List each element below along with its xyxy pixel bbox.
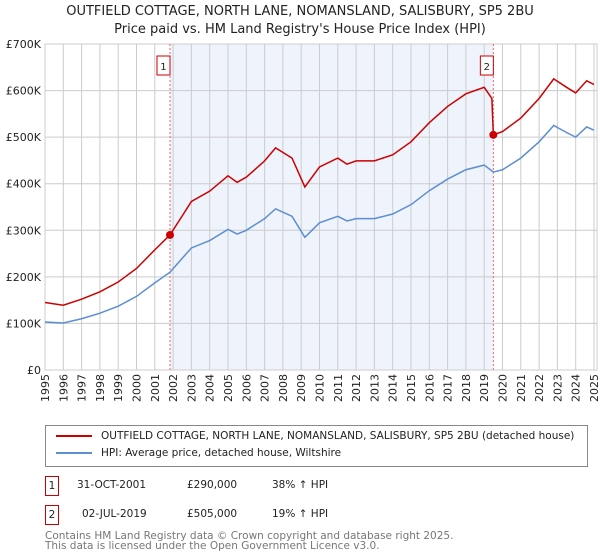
x-tick-label: 2002 <box>167 374 180 402</box>
x-tick-label: 2012 <box>350 374 363 402</box>
sale-point <box>489 130 498 139</box>
footer: Contains HM Land Registry data © Crown c… <box>45 530 454 552</box>
sale-marker-box <box>479 55 494 76</box>
x-tick-label: 2024 <box>570 374 583 402</box>
sale-hpi-diff: 19% ↑ HPI <box>272 508 329 520</box>
x-tick-label: 2005 <box>222 374 235 402</box>
y-tick-label: £100K <box>6 317 42 330</box>
legend-label-property: OUTFIELD COTTAGE, NORTH LANE, NOMANSLAND… <box>101 430 575 442</box>
sale-date: 02-JUL-2019 <box>82 508 147 520</box>
sale-number: 2 <box>45 505 59 525</box>
x-tick-label: 2025 <box>588 374 600 402</box>
x-tick-label: 2023 <box>551 374 564 402</box>
footer-copyright: Contains HM Land Registry data © Crown c… <box>45 530 454 542</box>
x-tick-label: 2011 <box>332 374 345 402</box>
sale-price: £505,000 <box>187 508 238 520</box>
sale-row: 2 02-JUL-2019 £505,000 19% ↑ HPI <box>45 505 600 525</box>
x-tick-label: 2020 <box>497 374 510 402</box>
x-tick-label: 1998 <box>94 374 107 402</box>
x-tick-label: 2003 <box>185 374 198 402</box>
x-tick-label: 1999 <box>112 374 125 402</box>
x-tick-label: 2019 <box>478 374 491 402</box>
shaded-period <box>169 44 494 370</box>
y-tick-label: £400K <box>6 178 42 191</box>
footer-licence: This data is licensed under the Open Gov… <box>45 540 380 552</box>
x-tick-label: 2006 <box>240 374 253 402</box>
plot-border <box>44 43 598 371</box>
x-tick-label: 2009 <box>295 374 308 402</box>
x-tick-label: 2015 <box>405 374 418 402</box>
x-tick-label: 2010 <box>314 374 327 402</box>
legend-label-hpi: HPI: Average price, detached house, Wilt… <box>101 447 342 459</box>
sale-date: 31-OCT-2001 <box>77 479 146 491</box>
series-line-property <box>44 77 595 307</box>
x-tick-label: 2000 <box>131 374 144 402</box>
chart-subtitle: Price paid vs. HM Land Registry's House … <box>114 22 486 37</box>
sale-marker-box <box>156 55 171 76</box>
y-tick-label: £700K <box>6 38 42 51</box>
y-tick-label: £0 <box>27 364 41 377</box>
x-tick-label: 2022 <box>533 374 546 402</box>
sale-marker-label: 1 <box>160 62 166 73</box>
sale-point <box>165 230 174 239</box>
x-tick-label: 1997 <box>76 374 89 402</box>
series-line-hpi <box>44 124 595 324</box>
sale-marker-label: 2 <box>484 62 490 73</box>
x-tick-label: 1996 <box>57 374 70 402</box>
legend: OUTFIELD COTTAGE, NORTH LANE, NOMANSLAND… <box>45 425 588 467</box>
x-tick-label: 2018 <box>460 374 473 402</box>
y-tick-label: £200K <box>6 271 42 284</box>
y-tick-label: £500K <box>6 131 42 144</box>
x-tick-label: 2008 <box>277 374 290 402</box>
sale-number: 1 <box>45 476 59 496</box>
sale-hpi-diff: 38% ↑ HPI <box>272 479 329 491</box>
y-tick-label: £300K <box>6 224 42 237</box>
x-tick-label: 2004 <box>204 374 217 402</box>
x-tick-label: 2016 <box>423 374 436 402</box>
x-tick-label: 2001 <box>149 374 162 402</box>
legend-swatch-hpi <box>56 452 92 454</box>
sale-row: 1 31-OCT-2001 £290,000 38% ↑ HPI <box>45 476 600 496</box>
x-tick-label: 2021 <box>515 374 528 402</box>
x-tick-label: 1995 <box>39 374 52 402</box>
x-tick-label: 2013 <box>368 374 381 402</box>
x-tick-label: 2014 <box>387 374 400 402</box>
chart-title: OUTFIELD COTTAGE, NORTH LANE, NOMANSLAND… <box>66 4 534 19</box>
legend-swatch-property <box>56 435 92 437</box>
plot-area: £0 £100K £200K £300K £400K £500K £600K £700K 199… <box>6 38 600 402</box>
sale-price: £290,000 <box>187 479 238 491</box>
y-tick-label: £600K <box>6 85 42 98</box>
x-tick-label: 2017 <box>442 374 455 402</box>
x-tick-label: 2007 <box>259 374 272 402</box>
